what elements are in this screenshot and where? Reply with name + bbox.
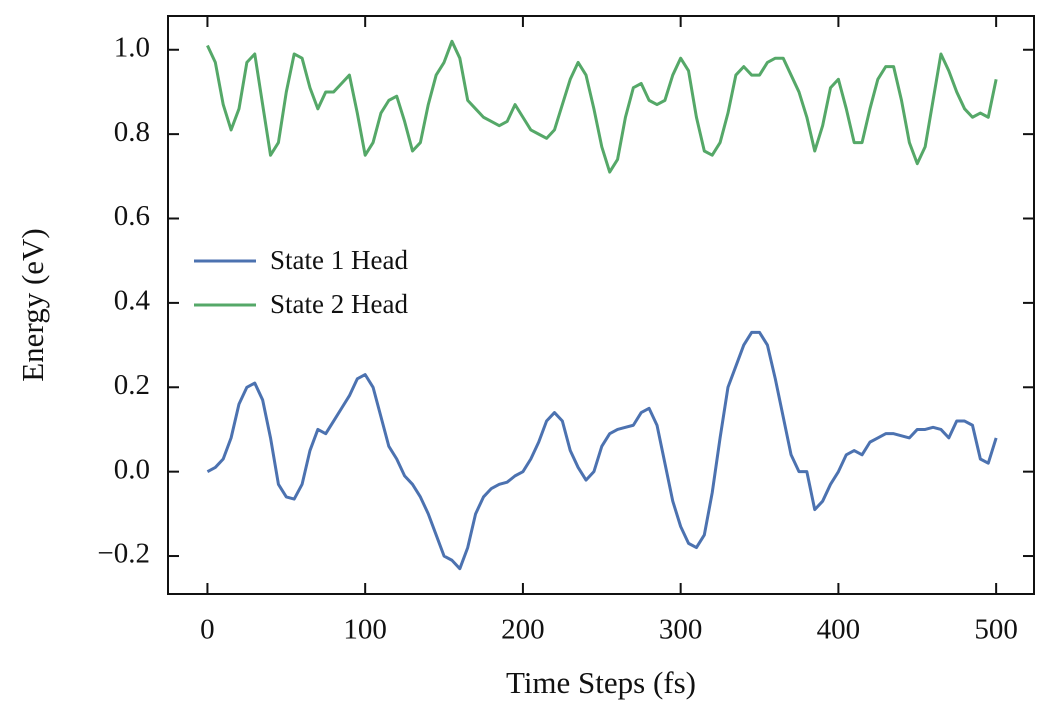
x-axis-label: Time Steps (fs): [506, 665, 696, 700]
x-tick-label: 0: [200, 614, 215, 646]
plot-frame: [167, 15, 1035, 595]
y-tick-label: 0.0: [114, 453, 150, 485]
y-tick-label: 0.8: [114, 116, 150, 148]
series-line: [206, 39, 998, 174]
series-line: [206, 330, 998, 571]
y-tick-label: 1.0: [114, 31, 150, 63]
y-tick-label: 0.4: [114, 285, 151, 317]
x-tick-label: 300: [659, 614, 703, 646]
x-tick-label: 100: [343, 614, 387, 646]
y-axis-label: Energy (eV): [15, 228, 50, 382]
legend-label: State 1 Head: [270, 245, 408, 275]
x-tick-label: 200: [501, 614, 545, 646]
y-tick-label: 0.2: [114, 369, 150, 401]
x-tick-label: 400: [817, 614, 861, 646]
x-tick-label: 500: [974, 614, 1018, 646]
legend-label: State 2 Head: [270, 289, 408, 319]
y-tick-label: −0.2: [97, 538, 150, 570]
y-tick-label: 0.6: [114, 200, 150, 232]
